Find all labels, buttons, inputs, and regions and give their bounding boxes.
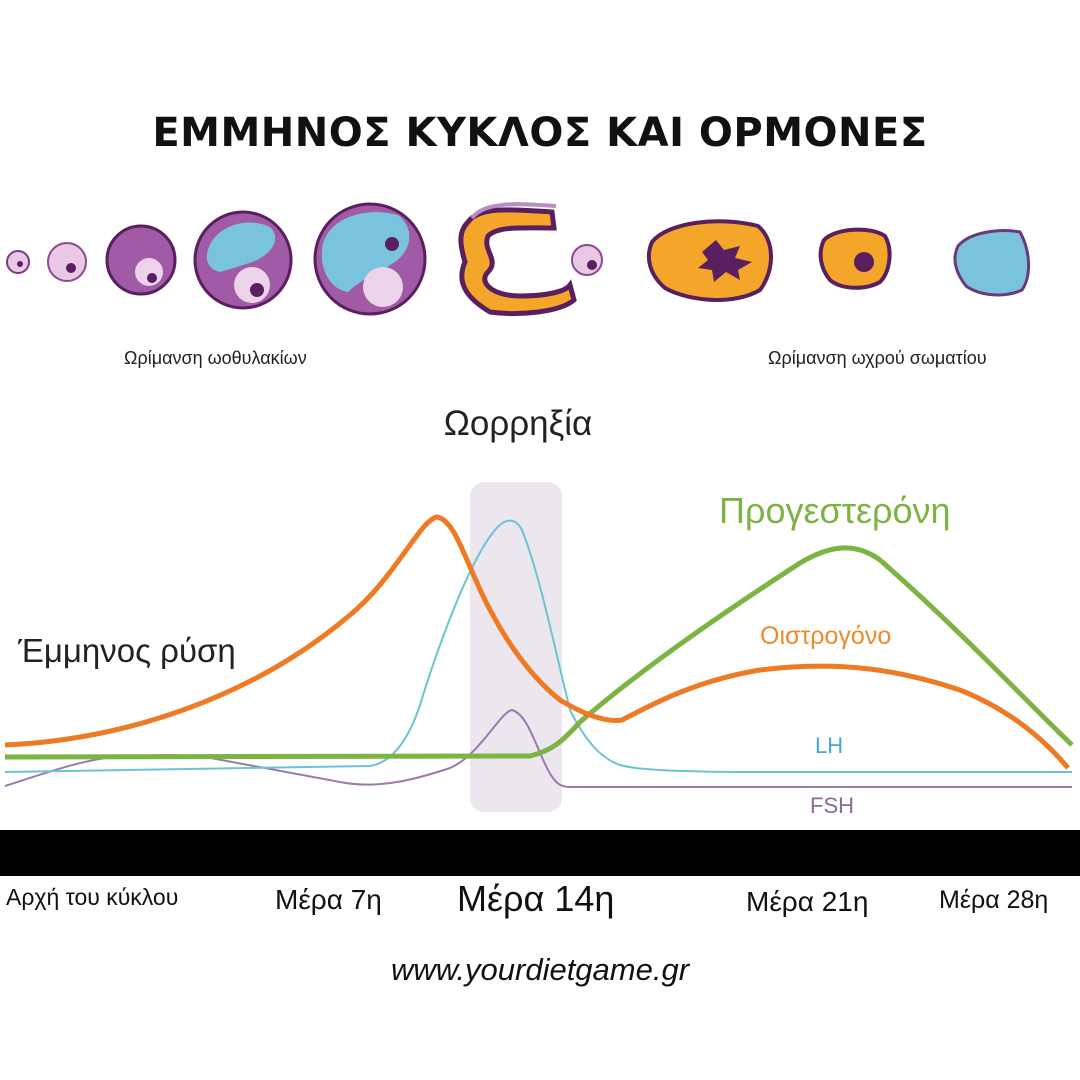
progesterone-label: Προγεστερόνη [719, 490, 951, 531]
day-label-7: Μέρα 7η [275, 884, 382, 915]
antral-follicle-icon [193, 210, 293, 310]
lh-label: LH [815, 733, 844, 758]
lh-curve [4, 519, 1072, 773]
estrogen-label: Οιστρογόνο [760, 622, 892, 650]
day-label-start: Αρχή του κύκλου [6, 884, 179, 910]
progesterone-curve [4, 545, 1074, 760]
ovulation-band [470, 482, 562, 812]
day-label-14: Μέρα 14η [457, 878, 615, 919]
primary-follicle-icon [47, 242, 87, 282]
day-label-28: Μέρα 28η [939, 886, 1049, 914]
timeline-bar [0, 830, 1080, 876]
website-url: www.yourdietgame.gr [390, 952, 690, 987]
corpus-albicans-icon [953, 229, 1030, 297]
corpus-luteum-maturation-label: Ωρίμανση ωχρού σωματίου [768, 348, 987, 368]
follicle-maturation-label: Ωρίμανση ωοθυλακίων [124, 348, 307, 368]
hormone-chart [4, 482, 1074, 812]
ruptured-follicle-icon [458, 202, 577, 316]
mature-follicle-icon [313, 202, 427, 316]
ovulation-label: Ωορρηξία [443, 404, 593, 443]
secondary-follicle-icon [105, 224, 177, 296]
estrogen-curve [4, 514, 1070, 770]
fsh-label: FSH [810, 793, 854, 818]
corpus-luteum-icon [646, 219, 773, 302]
day-label-21: Μέρα 21η [746, 886, 869, 917]
ovarian-cycle-illustration [6, 202, 1030, 316]
released-egg-icon [571, 244, 603, 276]
page-title: ΕΜΜΗΝΟΣ ΚΥΚΛΟΣ ΚΑΙ ΟΡΜΟΝΕΣ [152, 110, 928, 156]
menses-label: Έμμηνος ρύση [18, 632, 236, 669]
regressing-corpus-luteum-icon [818, 227, 892, 290]
primordial-follicle-icon [6, 250, 30, 274]
